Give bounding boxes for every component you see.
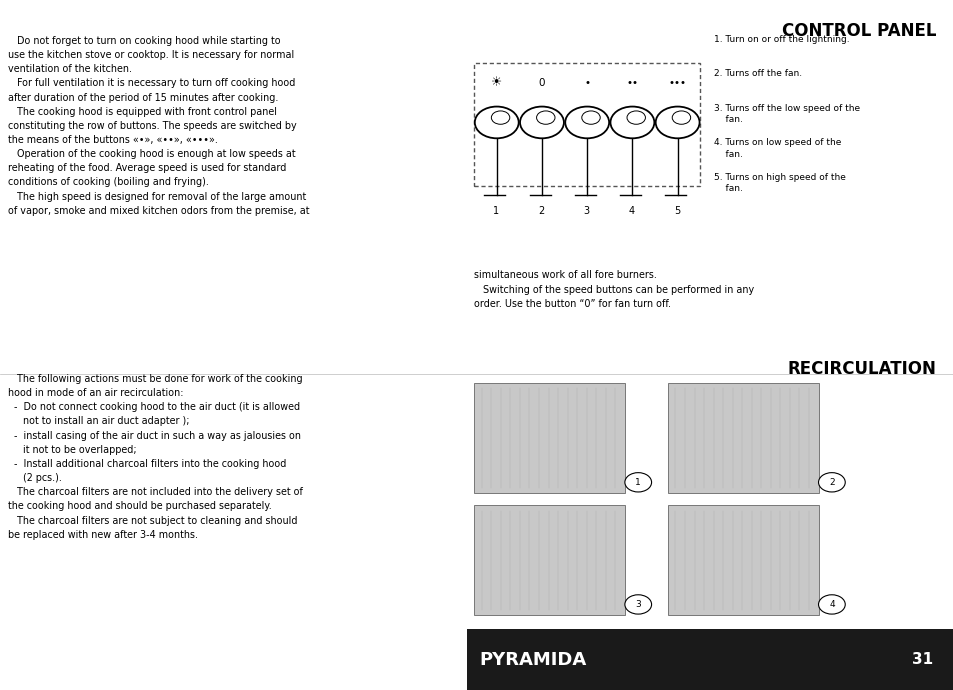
Text: RECIRCULATION: RECIRCULATION (787, 360, 936, 378)
Circle shape (818, 473, 844, 492)
Text: 5. Turns on high speed of the
    fan.: 5. Turns on high speed of the fan. (713, 172, 844, 193)
Text: •••: ••• (668, 78, 686, 88)
FancyBboxPatch shape (467, 629, 953, 690)
Circle shape (624, 473, 651, 492)
FancyBboxPatch shape (474, 383, 624, 493)
Circle shape (564, 106, 609, 138)
Text: 2: 2 (537, 206, 544, 215)
Text: The following actions must be done for work of the cooking
hood in mode of an ai: The following actions must be done for w… (8, 374, 302, 540)
Circle shape (818, 595, 844, 614)
Text: 1. Turn on or off the lightning.: 1. Turn on or off the lightning. (713, 34, 848, 43)
Circle shape (475, 106, 518, 138)
Text: 1: 1 (493, 206, 498, 215)
Circle shape (624, 595, 651, 614)
Text: 0: 0 (538, 78, 545, 88)
Text: 3: 3 (635, 600, 640, 609)
Text: •: • (583, 78, 590, 88)
Circle shape (610, 106, 654, 138)
Text: 5: 5 (673, 206, 679, 215)
Text: 4: 4 (628, 206, 634, 215)
Text: 2: 2 (828, 477, 834, 487)
Circle shape (655, 106, 699, 138)
Text: 3. Turns off the low speed of the
    fan.: 3. Turns off the low speed of the fan. (713, 104, 859, 124)
Text: 4: 4 (828, 600, 834, 609)
Text: ••: •• (626, 78, 638, 88)
Text: PYRAMIDA: PYRAMIDA (478, 651, 585, 669)
FancyBboxPatch shape (474, 505, 624, 615)
Text: ☀: ☀ (491, 77, 502, 90)
Text: CONTROL PANEL: CONTROL PANEL (781, 22, 936, 40)
FancyBboxPatch shape (667, 505, 818, 615)
Text: simultaneous work of all fore burners.
   Switching of the speed buttons can be : simultaneous work of all fore burners. S… (474, 270, 754, 309)
FancyBboxPatch shape (667, 383, 818, 493)
Circle shape (519, 106, 563, 138)
Text: 1: 1 (635, 477, 640, 487)
Text: 2. Turns off the fan.: 2. Turns off the fan. (713, 69, 801, 78)
Text: 4. Turns on low speed of the
    fan.: 4. Turns on low speed of the fan. (713, 138, 841, 159)
Text: 3: 3 (583, 206, 589, 215)
Text: Do not forget to turn on cooking hood while starting to
use the kitchen stove or: Do not forget to turn on cooking hood wh… (8, 36, 309, 216)
Text: 31: 31 (911, 652, 932, 667)
